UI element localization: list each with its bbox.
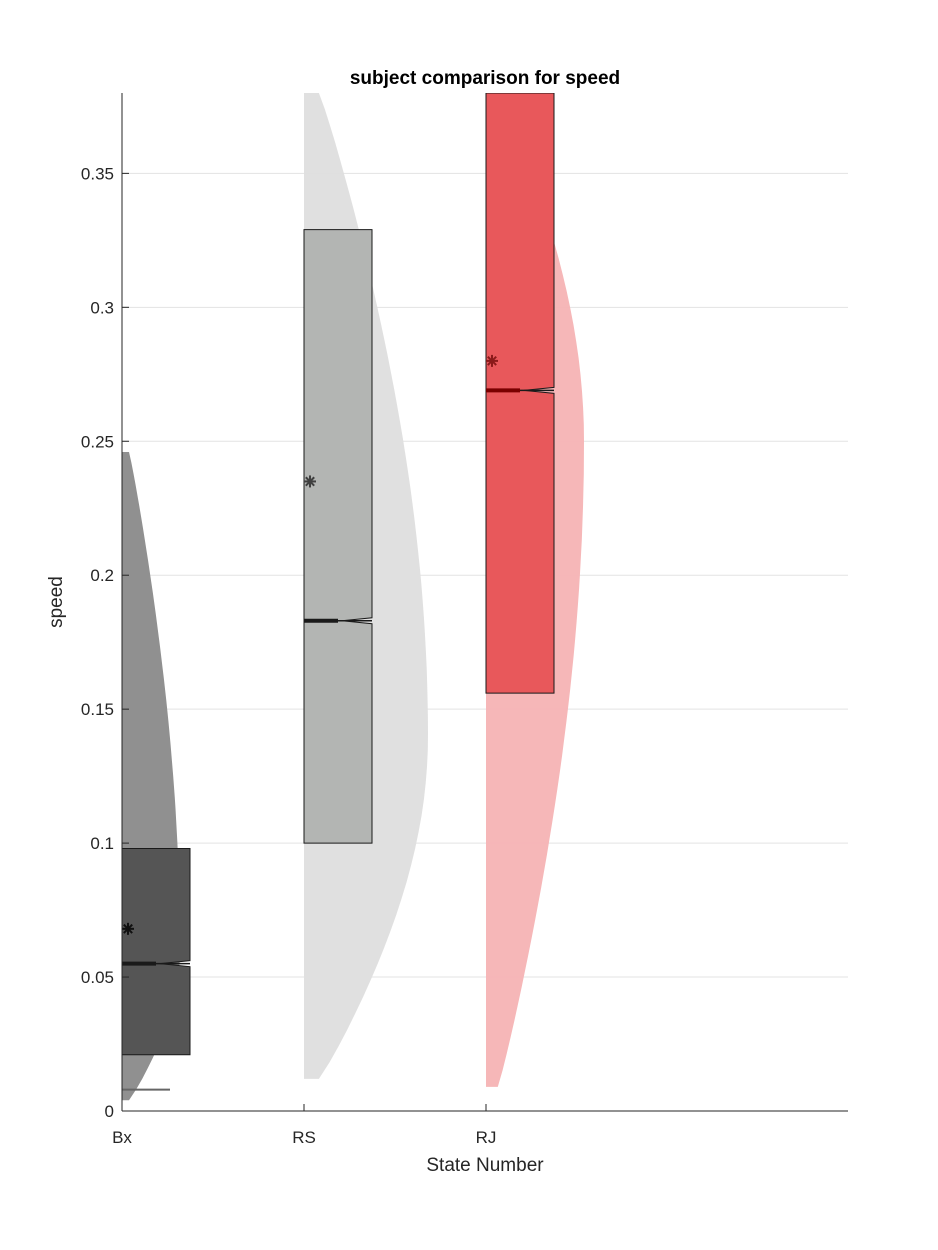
x-tick-label-RJ: RJ [476,1128,497,1147]
mean-marker-RS [304,475,316,488]
mean-marker-Bx [122,922,134,935]
box-Bx [122,847,191,1056]
y-tick-label: 0.3 [90,298,114,317]
y-tick-label: 0 [105,1102,114,1121]
y-tick-label: 0.15 [81,700,114,719]
y-tick-label: 0.35 [81,164,114,183]
x-tick-label-RS: RS [292,1128,316,1147]
box-RS [303,229,373,844]
plot-marks [122,93,584,1101]
y-tick-label: 0.1 [90,834,114,853]
y-tick-label: 0.05 [81,968,114,987]
y-tick-label: 0.25 [81,432,114,451]
box-RJ [485,93,555,694]
y-axis-label: speed [46,576,67,628]
plot-area [122,93,848,1111]
x-tick-label-Bx: Bx [112,1128,132,1147]
x-axis-label: State Number [426,1155,544,1176]
mean-marker-RJ [486,354,498,367]
y-tick-label: 0.2 [90,566,114,585]
chart-title: subject comparison for speed [350,68,620,89]
axes: 0 0.05 0.1 0.15 0.2 0.25 0.3 0.35 Bx RS RJ [81,93,848,1147]
grid [122,172,848,978]
